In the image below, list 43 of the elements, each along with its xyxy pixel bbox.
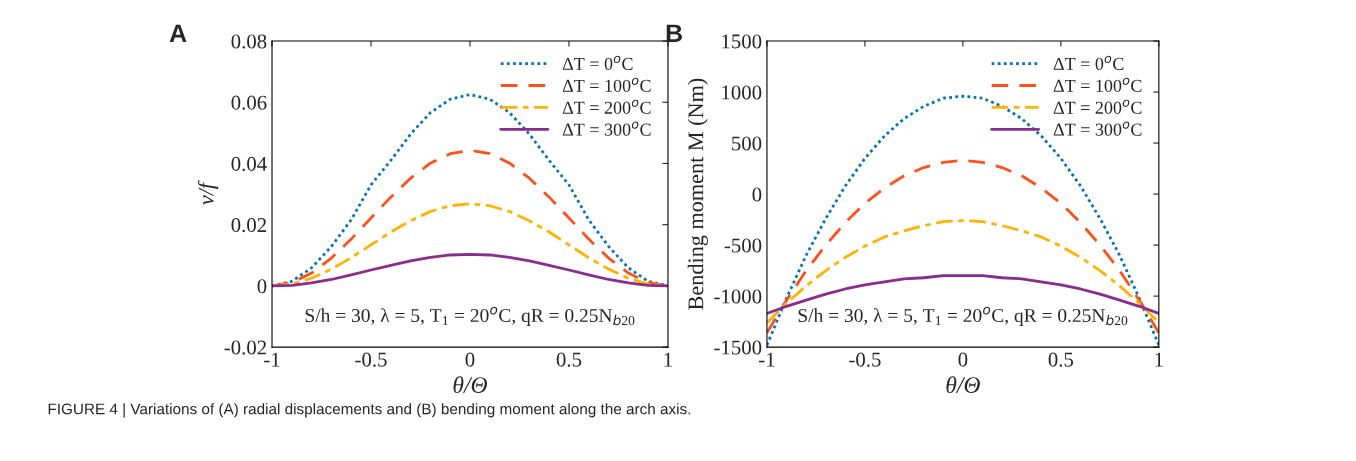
y-tick-label: 1500 <box>722 34 762 49</box>
legend-label: ΔT = 100$^{o}$C <box>1053 77 1142 92</box>
x-tick-label: 0 <box>465 352 475 367</box>
x-tick-label: 1 <box>664 352 672 367</box>
x-tick-label: 1 <box>1155 352 1163 367</box>
legend-label: ΔT = 0$^{o}$C <box>562 55 633 70</box>
y-tick-label: 0.08 <box>231 34 267 49</box>
y-tick-label: 0.02 <box>231 218 266 233</box>
legend-label: ΔT = 100$^{o}$C <box>562 77 651 92</box>
y-tick-label: -1500 <box>714 340 762 355</box>
legend-label: ΔT = 200$^{o}$C <box>562 99 651 114</box>
y-tick-label: -0.02 <box>224 340 266 355</box>
y-tick-label: 0.06 <box>231 95 267 110</box>
line-series <box>766 219 1159 325</box>
y-tick-label: 1000 <box>722 85 762 100</box>
annotation: S/h = 30, λ = 5, T$_{1}$ = 20$^{o}$C, qR = 0.25N$_{b20}$ <box>305 306 635 327</box>
legend-label: ΔT = 200$^{o}$C <box>1053 99 1142 114</box>
legend-label: ΔT = 300$^{o}$C <box>1053 121 1142 136</box>
y-axis-title: v/f <box>197 180 219 205</box>
y-tick-label: -1000 <box>714 289 762 304</box>
x-tick-label: 0.5 <box>1048 352 1074 367</box>
chart-title: A <box>169 24 187 42</box>
x-tick-label: 0.5 <box>556 352 582 367</box>
x-axis-title: θ/Θ <box>946 376 980 394</box>
line-series <box>272 252 668 288</box>
caption: FIGURE 4 | Variations of (A) radial displacements and (B) bending moment along the arch axis. <box>48 403 691 418</box>
x-tick-label: -1 <box>759 352 775 367</box>
chart-title: B <box>666 24 682 42</box>
x-tick-label: -0.5 <box>849 352 881 367</box>
annotation: S/h = 30, λ = 5, T$_{1}$ = 20$^{o}$C, qR = 0.25N$_{b20}$ <box>798 306 1128 327</box>
y-axis-title: Bending moment M (Nm) <box>687 78 708 310</box>
line-series <box>766 159 1159 335</box>
y-tick-label: 500 <box>732 136 762 151</box>
y-tick-label: 0 <box>257 279 267 294</box>
x-tick-label: -1 <box>264 352 280 367</box>
legend-label: ΔT = 300$^{o}$C <box>562 121 651 136</box>
x-axis-title: θ/Θ <box>453 376 488 394</box>
y-tick-label: 0.04 <box>231 156 267 171</box>
legend-label: ΔT = 0$^{o}$C <box>1053 55 1124 70</box>
y-tick-label: -500 <box>724 238 762 253</box>
y-tick-label: 0 <box>752 187 762 202</box>
x-tick-label: -0.5 <box>355 352 387 367</box>
x-tick-label: 0 <box>958 352 968 367</box>
